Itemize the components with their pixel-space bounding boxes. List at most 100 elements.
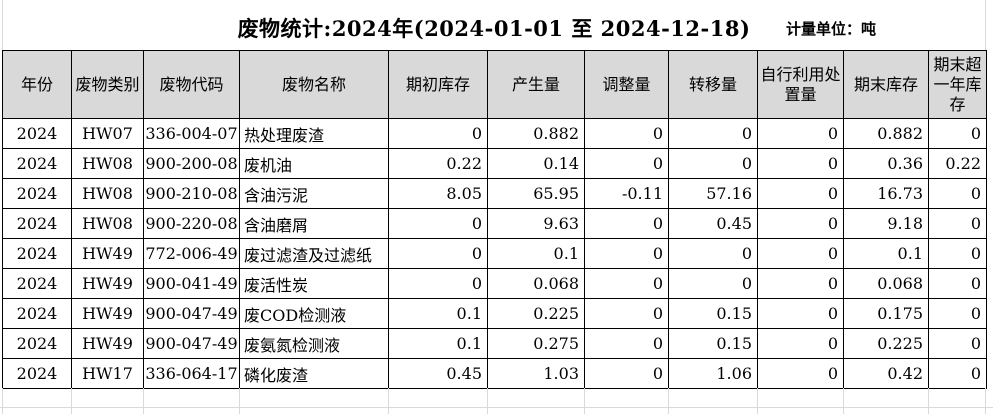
cell-transferred[interactable]: 0.45 (668, 208, 758, 239)
cell-year[interactable]: 2024 (2, 328, 72, 359)
cell-category[interactable]: HW07 (71, 118, 144, 149)
col-header-transferred-amount[interactable]: 转移量 (668, 50, 758, 119)
col-header-adjusted-amount[interactable]: 调整量 (584, 50, 669, 119)
cell-opening[interactable]: 0.45 (388, 358, 488, 389)
cell-over-1yr[interactable]: 0.22 (928, 148, 987, 179)
cell-ending[interactable]: 0.36 (843, 148, 929, 179)
cell-self-disposal[interactable]: 0 (757, 178, 844, 209)
cell-name[interactable]: 废活性炭 (239, 268, 389, 299)
cell-ending[interactable]: 16.73 (843, 178, 929, 209)
cell-self-disposal[interactable]: 0 (757, 328, 844, 359)
cell-opening[interactable]: 0 (388, 268, 488, 299)
cell-code[interactable]: 900-047-49 (143, 328, 240, 359)
cell-generated[interactable]: 0.882 (487, 118, 585, 149)
cell-opening[interactable]: 0 (388, 208, 488, 239)
cell-category[interactable]: HW49 (71, 238, 144, 269)
col-header-ending-stock[interactable]: 期末库存 (843, 50, 929, 119)
cell-generated[interactable]: 1.03 (487, 358, 585, 389)
cell-transferred[interactable]: 0 (668, 118, 758, 149)
cell-category[interactable]: HW17 (71, 358, 144, 389)
cell-code[interactable]: 336-004-07 (143, 118, 240, 149)
cell-over-1yr[interactable]: 0 (928, 208, 987, 239)
cell-self-disposal[interactable]: 0 (757, 238, 844, 269)
cell-year[interactable]: 2024 (2, 238, 72, 269)
cell-over-1yr[interactable]: 0 (928, 238, 987, 269)
cell-ending[interactable]: 0.42 (843, 358, 929, 389)
cell-name[interactable]: 废机油 (239, 148, 389, 179)
cell-ending[interactable]: 0.175 (843, 298, 929, 329)
cell-name[interactable]: 热处理废渣 (239, 118, 389, 149)
cell-code[interactable]: 900-047-49 (143, 298, 240, 329)
cell-adjusted[interactable]: 0 (584, 268, 669, 299)
cell-transferred[interactable]: 57.16 (668, 178, 758, 209)
cell-opening[interactable]: 0.1 (388, 298, 488, 329)
cell-adjusted[interactable]: 0 (584, 118, 669, 149)
cell-over-1yr[interactable]: 0 (928, 268, 987, 299)
cell-generated[interactable]: 9.63 (487, 208, 585, 239)
cell-generated[interactable]: 0.14 (487, 148, 585, 179)
cell-over-1yr[interactable]: 0 (928, 298, 987, 329)
cell-adjusted[interactable]: 0 (584, 148, 669, 179)
cell-adjusted[interactable]: 0 (584, 238, 669, 269)
col-header-waste-category[interactable]: 废物类别 (71, 50, 144, 119)
col-header-self-disposal[interactable]: 自行利用处置量 (757, 50, 844, 119)
col-header-generated-amount[interactable]: 产生量 (487, 50, 585, 119)
cell-ending[interactable]: 0.068 (843, 268, 929, 299)
cell-name[interactable]: 废过滤渣及过滤纸 (239, 238, 389, 269)
cell-generated[interactable]: 0.1 (487, 238, 585, 269)
cell-transferred[interactable]: 0 (668, 148, 758, 179)
cell-code[interactable]: 336-064-17 (143, 358, 240, 389)
cell-year[interactable]: 2024 (2, 148, 72, 179)
cell-opening[interactable]: 8.05 (388, 178, 488, 209)
col-header-waste-code[interactable]: 废物代码 (143, 50, 240, 119)
cell-year[interactable]: 2024 (2, 178, 72, 209)
cell-over-1yr[interactable]: 0 (928, 118, 987, 149)
cell-adjusted[interactable]: 0 (584, 328, 669, 359)
cell-code[interactable]: 900-210-08 (143, 178, 240, 209)
col-header-waste-name[interactable]: 废物名称 (239, 50, 389, 119)
cell-self-disposal[interactable]: 0 (757, 358, 844, 389)
cell-category[interactable]: HW49 (71, 298, 144, 329)
cell-code[interactable]: 900-220-08 (143, 208, 240, 239)
cell-name[interactable]: 含油污泥 (239, 178, 389, 209)
cell-ending[interactable]: 9.18 (843, 208, 929, 239)
cell-category[interactable]: HW08 (71, 178, 144, 209)
cell-transferred[interactable]: 0 (668, 268, 758, 299)
cell-generated[interactable]: 0.275 (487, 328, 585, 359)
cell-self-disposal[interactable]: 0 (757, 118, 844, 149)
cell-ending[interactable]: 0.1 (843, 238, 929, 269)
col-header-opening-stock[interactable]: 期初库存 (388, 50, 488, 119)
cell-name[interactable]: 磷化废渣 (239, 358, 389, 389)
cell-transferred[interactable]: 0.15 (668, 298, 758, 329)
cell-name[interactable]: 废COD检测液 (239, 298, 389, 329)
cell-self-disposal[interactable]: 0 (757, 208, 844, 239)
cell-transferred[interactable]: 0 (668, 238, 758, 269)
cell-transferred[interactable]: 1.06 (668, 358, 758, 389)
cell-category[interactable]: HW08 (71, 208, 144, 239)
cell-ending[interactable]: 0.225 (843, 328, 929, 359)
cell-year[interactable]: 2024 (2, 268, 72, 299)
cell-generated[interactable]: 65.95 (487, 178, 585, 209)
cell-category[interactable]: HW49 (71, 268, 144, 299)
cell-over-1yr[interactable]: 0 (928, 358, 987, 389)
cell-over-1yr[interactable]: 0 (928, 328, 987, 359)
cell-code[interactable]: 772-006-49 (143, 238, 240, 269)
cell-self-disposal[interactable]: 0 (757, 148, 844, 179)
cell-adjusted[interactable]: 0 (584, 298, 669, 329)
cell-over-1yr[interactable]: 0 (928, 178, 987, 209)
cell-adjusted[interactable]: -0.11 (584, 178, 669, 209)
cell-opening[interactable]: 0.1 (388, 328, 488, 359)
cell-generated[interactable]: 0.068 (487, 268, 585, 299)
cell-generated[interactable]: 0.225 (487, 298, 585, 329)
cell-name[interactable]: 废氨氮检测液 (239, 328, 389, 359)
cell-adjusted[interactable]: 0 (584, 208, 669, 239)
cell-category[interactable]: HW08 (71, 148, 144, 179)
cell-opening[interactable]: 0 (388, 118, 488, 149)
cell-ending[interactable]: 0.882 (843, 118, 929, 149)
cell-year[interactable]: 2024 (2, 118, 72, 149)
cell-year[interactable]: 2024 (2, 298, 72, 329)
cell-year[interactable]: 2024 (2, 208, 72, 239)
cell-self-disposal[interactable]: 0 (757, 298, 844, 329)
cell-opening[interactable]: 0.22 (388, 148, 488, 179)
cell-adjusted[interactable]: 0 (584, 358, 669, 389)
